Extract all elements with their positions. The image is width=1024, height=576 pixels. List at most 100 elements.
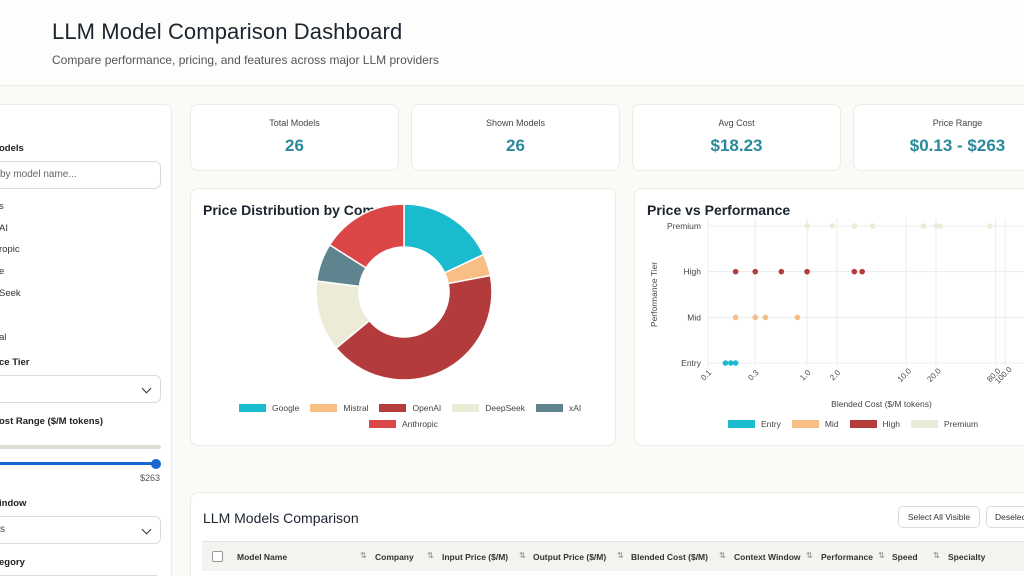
chevron-down-icon: [141, 383, 152, 394]
legend-swatch: [379, 404, 407, 412]
column-header-context-window[interactable]: Context Window: [734, 552, 801, 562]
cost-range-track-min[interactable]: [0, 445, 161, 449]
cost-range-label: ost Range ($/M tokens): [0, 416, 103, 427]
x-axis-title: Blended Cost ($/M tokens): [831, 399, 932, 409]
search-input[interactable]: by model name...: [0, 161, 161, 189]
table-header: Model Name ⇅ Company ⇅ Input Price ($/M)…: [202, 541, 1024, 571]
legend-item-entry: Entry: [728, 419, 781, 429]
scatter-point-high[interactable]: [859, 268, 865, 275]
column-header-specialty[interactable]: Specialty: [948, 552, 986, 562]
stat-label: Price Range: [932, 118, 983, 128]
sort-icon[interactable]: ⇅: [933, 551, 940, 560]
x-tick-label: 0.3: [746, 368, 761, 383]
legend-swatch: [728, 420, 755, 428]
company-filter-item[interactable]: al: [0, 332, 7, 343]
column-header-company[interactable]: Company: [375, 552, 414, 562]
donut-slice-openai[interactable]: [335, 274, 493, 381]
select-all-checkbox[interactable]: [212, 551, 223, 562]
scatter-point-entry[interactable]: [728, 360, 734, 366]
scatter-point-premium[interactable]: [937, 223, 943, 229]
select-all-visible-button[interactable]: Select All Visible: [898, 506, 980, 528]
legend-item-openai: OpenAI: [379, 403, 441, 413]
column-header-output-price[interactable]: Output Price ($/M): [533, 552, 607, 562]
stat-value: 26: [506, 136, 525, 155]
deselect-button[interactable]: Deselect: [986, 506, 1024, 528]
scatter-point-mid[interactable]: [762, 314, 769, 321]
stat-card-avg-cost: Avg Cost $18.23: [632, 104, 841, 171]
column-header-speed[interactable]: Speed: [892, 552, 918, 562]
tier-select[interactable]: [0, 375, 161, 403]
page-title: LLM Model Comparison Dashboard: [52, 19, 403, 44]
scatter-point-mid[interactable]: [752, 314, 759, 321]
stat-card-total-models: Total Models 26: [190, 104, 399, 171]
scatter-point-mid[interactable]: [794, 314, 801, 321]
y-tick-label: Entry: [681, 358, 702, 368]
legend-swatch: [310, 404, 338, 412]
column-header-performance[interactable]: Performance: [821, 552, 873, 562]
scatter-point-premium[interactable]: [933, 223, 939, 229]
legend-item-google: Google: [239, 403, 299, 413]
scatter-point-entry[interactable]: [732, 360, 739, 366]
column-header-input-price[interactable]: Input Price ($/M): [442, 552, 509, 562]
filter-sidebar: odels by model name... s AI ropic e Seek…: [0, 104, 172, 576]
page-header: LLM Model Comparison Dashboard Compare p…: [0, 0, 1024, 86]
sort-icon[interactable]: ⇅: [806, 551, 813, 560]
company-filter-item[interactable]: ropic: [0, 244, 20, 255]
company-filter-item[interactable]: e: [0, 266, 4, 277]
tier-label: ce Tier: [0, 357, 30, 368]
legend-item-premium: Premium: [911, 419, 978, 429]
scatter-point-premium[interactable]: [869, 223, 876, 229]
cost-range-slider-thumb[interactable]: [151, 459, 161, 469]
column-header-model-name[interactable]: Model Name: [237, 552, 288, 562]
page-subtitle: Compare performance, pricing, and featur…: [52, 53, 439, 67]
scatter-point-high[interactable]: [778, 268, 785, 275]
stat-value: 26: [285, 136, 304, 155]
context-window-select[interactable]: s: [0, 516, 161, 544]
scatter-point-premium[interactable]: [987, 223, 993, 229]
stat-label: Shown Models: [485, 118, 546, 128]
donut-slice-anthropic[interactable]: [328, 203, 405, 269]
donut-chart: [315, 203, 493, 381]
donut-chart-title: Price Distribution by Company: [203, 202, 408, 218]
company-filter-item[interactable]: AI: [0, 223, 8, 234]
legend-item-mistral: Mistral: [310, 403, 368, 413]
sort-icon[interactable]: ⇅: [519, 551, 526, 560]
price-vs-performance-card: Price vs Performance Entry Mid High Premium…: [634, 188, 1024, 446]
scatter-point-high[interactable]: [732, 268, 739, 275]
x-tick-label: 0.1: [699, 368, 714, 383]
scatter-point-high[interactable]: [851, 268, 858, 275]
stat-value: $0.13 - $263: [909, 136, 1006, 155]
stat-card-price-range: Price Range $0.13 - $263: [853, 104, 1024, 171]
chevron-down-icon: [141, 524, 152, 535]
sort-icon[interactable]: ⇅: [360, 551, 367, 560]
scatter-point-premium[interactable]: [920, 223, 927, 229]
sort-icon[interactable]: ⇅: [719, 551, 726, 560]
stat-label: Avg Cost: [718, 118, 755, 128]
y-tick-label: Mid: [687, 312, 701, 322]
context-window-label: indow: [0, 498, 27, 509]
donut-legend-row-1: Google Mistral OpenAI DeepSeek xAI: [239, 403, 592, 413]
scatter-point-premium[interactable]: [851, 223, 858, 229]
scatter-point-premium[interactable]: [829, 223, 836, 229]
company-filter-item[interactable]: s: [0, 201, 4, 212]
sort-icon[interactable]: ⇅: [427, 551, 434, 560]
column-header-blended-cost[interactable]: Blended Cost ($/M): [631, 552, 708, 562]
search-label: odels: [0, 143, 24, 154]
legend-swatch: [791, 420, 819, 428]
x-tick-label: 1.0: [798, 368, 813, 383]
scatter-point-entry[interactable]: [722, 360, 729, 366]
sort-icon[interactable]: ⇅: [617, 551, 624, 560]
company-filter-item[interactable]: Seek: [0, 288, 21, 299]
scatter-point-high[interactable]: [804, 268, 810, 275]
context-window-value: s: [0, 524, 5, 535]
price-distribution-card: Price Distribution by Company Google Mis…: [190, 188, 616, 446]
scatter-point-mid[interactable]: [732, 314, 739, 321]
sort-icon[interactable]: ⇅: [878, 551, 885, 560]
scatter-point-high[interactable]: [752, 268, 759, 275]
scatter-point-premium[interactable]: [804, 223, 810, 229]
scatter-legend: Entry Mid High Premium: [728, 419, 989, 429]
stat-card-shown-models: Shown Models 26: [411, 104, 620, 171]
cost-range-slider[interactable]: [0, 462, 156, 465]
category-label: egory: [0, 557, 25, 568]
